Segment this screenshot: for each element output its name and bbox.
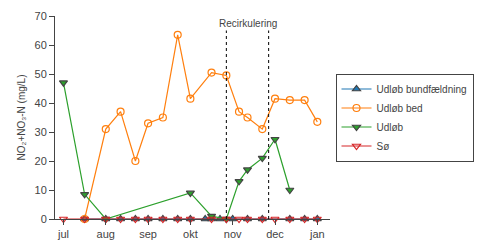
svg-text:Sø: Sø — [377, 141, 390, 152]
svg-text:40: 40 — [35, 97, 47, 109]
svg-text:aug: aug — [97, 228, 115, 240]
svg-text:Udløb bed: Udløb bed — [377, 103, 423, 114]
svg-text:nov: nov — [224, 228, 242, 240]
svg-text:10: 10 — [35, 184, 47, 196]
svg-text:dec: dec — [266, 228, 284, 240]
svg-text:70: 70 — [35, 10, 47, 22]
svg-text:60: 60 — [35, 39, 47, 51]
svg-text:NO₂+NO₃-N (mg/L): NO₂+NO₃-N (mg/L) — [16, 74, 27, 160]
svg-text:0: 0 — [41, 213, 47, 225]
svg-text:20: 20 — [35, 155, 47, 167]
svg-text:sep: sep — [139, 228, 157, 240]
svg-text:Recirkulering: Recirkulering — [219, 18, 277, 29]
svg-text:jan: jan — [309, 228, 325, 240]
svg-text:jul: jul — [57, 228, 69, 240]
svg-text:Udløb bundfældning: Udløb bundfældning — [377, 84, 467, 95]
svg-text:50: 50 — [35, 68, 47, 80]
svg-text:okt: okt — [183, 228, 198, 240]
svg-text:Udløb: Udløb — [377, 122, 404, 133]
svg-text:30: 30 — [35, 126, 47, 138]
